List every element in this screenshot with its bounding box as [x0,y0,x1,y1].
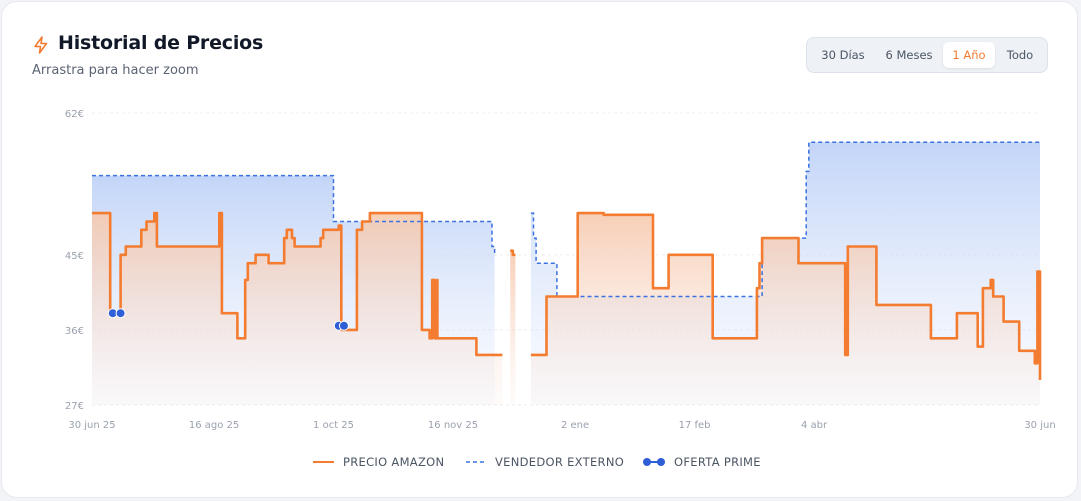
x-tick-label: 16 ago 25 [189,420,239,431]
x-tick-label: 2 ene [561,420,589,431]
y-axis: 62€ 45€ 36€ 27€ [65,109,84,412]
amazon-price-line [510,249,516,257]
x-tick-label: 4 abr [801,420,828,431]
prime-offer-point[interactable] [338,320,349,331]
x-tick-label: 16 nov 25 [428,420,478,431]
amazon-price-area [92,213,503,405]
legend-prime-label: OFERTA PRIME [674,455,761,469]
area-fills [92,142,1040,405]
x-tick-label: 1 oct 25 [313,420,354,431]
legend: PRECIO AMAZON VENDEDOR EXTERNO OFERTA PR… [313,455,761,469]
range-6-months-button[interactable]: 6 Meses [885,48,933,62]
x-tick-label: 17 feb [679,420,711,431]
external-seller-line [530,141,1040,298]
range-1-year-button[interactable]: 1 Año [943,42,995,68]
legend-amazon-label: PRECIO AMAZON [343,455,444,469]
y-tick-label: 27€ [65,401,84,412]
amazon-price-area [510,250,516,405]
series-lines [92,141,1042,380]
lightning-icon [34,36,48,54]
time-range-selector: 30 Días 6 Meses 1 Año Todo [806,37,1048,73]
y-tick-label: 36€ [65,326,84,337]
legend-external-label: VENDEDOR EXTERNO [495,455,624,469]
amazon-price-area [530,213,1040,405]
range-all-button[interactable]: Todo [1006,48,1034,62]
prime-points [107,308,349,331]
range-30-days-button[interactable]: 30 Días [821,48,865,62]
external-seller-line [92,174,496,255]
y-tick-label: 45€ [65,251,84,262]
amazon-price-line [530,211,1042,380]
legend-item-amazon[interactable]: PRECIO AMAZON [313,455,444,469]
legend-item-external[interactable]: VENDEDOR EXTERNO [466,455,624,469]
legend-item-prime[interactable]: OFERTA PRIME [643,455,761,469]
x-tick-label: 30 jun 25 [68,420,115,431]
x-tick-label: 30 jun [1024,420,1055,431]
chart-subtitle: Arrastra para hacer zoom [32,63,199,78]
y-tick-label: 62€ [65,109,84,120]
legend-prime-dot [643,458,651,466]
page-title: Historial de Precios [58,32,264,54]
x-axis: 30 jun 25 16 ago 25 1 oct 25 16 nov 25 2 ene… [68,420,1055,431]
legend-prime-dot [657,458,665,466]
prime-offer-point[interactable] [115,308,126,319]
amazon-price-line [92,211,503,357]
